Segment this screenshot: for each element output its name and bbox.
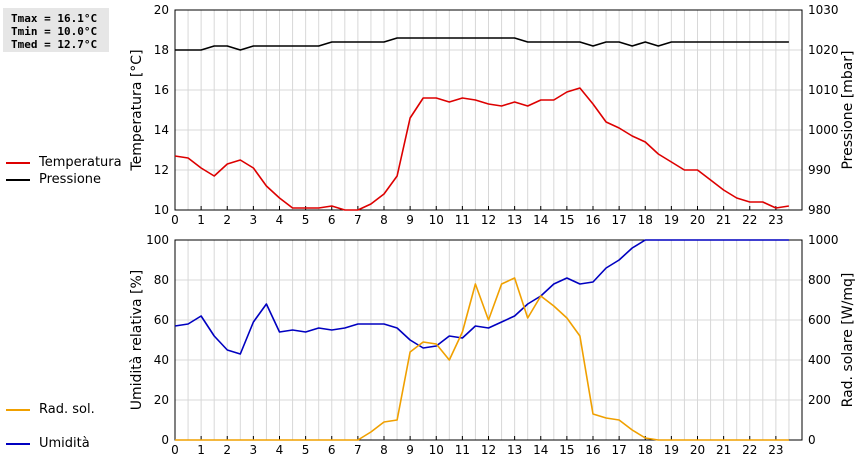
bottom-x-tick-label: 10 xyxy=(429,443,444,457)
top-x-tick-label: 1 xyxy=(197,213,205,227)
bottom-right-tick-label: 1000 xyxy=(808,233,839,247)
legend-swatch-pressione xyxy=(6,179,30,181)
bottom-left-tick-label: 20 xyxy=(154,393,169,407)
legend-swatch-radsol xyxy=(6,409,30,411)
bottom-right-tick-label: 800 xyxy=(808,273,831,287)
tmed-label: Tmed = 12.7°C xyxy=(11,38,98,51)
top-x-tick-label: 6 xyxy=(328,213,336,227)
top-right-tick-label: 1010 xyxy=(808,83,839,97)
top-x-tick-label: 12 xyxy=(481,213,496,227)
bottom-x-tick-label: 11 xyxy=(455,443,470,457)
top-x-tick-label: 19 xyxy=(664,213,679,227)
top-x-tick-label: 17 xyxy=(611,213,626,227)
top-left-tick-label: 14 xyxy=(154,123,169,137)
bottom-right-tick-label: 600 xyxy=(808,313,831,327)
top-x-tick-label: 18 xyxy=(638,213,653,227)
bottom-x-tick-label: 3 xyxy=(250,443,258,457)
legend-swatch-temperatura xyxy=(6,162,30,164)
top-left-tick-label: 10 xyxy=(154,203,169,217)
series-line-temperatura xyxy=(174,87,790,211)
series-line-umidit xyxy=(174,239,789,355)
top-x-tick-label: 10 xyxy=(429,213,444,227)
top-x-tick-label: 23 xyxy=(768,213,783,227)
bottom-right-axis-title: Rad. solare [W/mq] xyxy=(840,273,856,408)
top-x-tick-label: 13 xyxy=(507,213,522,227)
bottom-x-tick-label: 18 xyxy=(638,443,653,457)
top-x-tick-label: 20 xyxy=(690,213,705,227)
legend-item-radsol: Rad. sol. xyxy=(6,402,146,418)
top-x-tick-label: 9 xyxy=(406,213,414,227)
top-right-tick-label: 990 xyxy=(808,163,831,177)
top-x-tick-label: 3 xyxy=(250,213,258,227)
top-left-axis-title: Temperatura [°C] xyxy=(129,49,145,171)
bottom-left-tick-label: 100 xyxy=(146,233,169,247)
top-x-tick-label: 4 xyxy=(276,213,284,227)
top-right-tick-label: 1030 xyxy=(808,3,839,17)
series-line-pressione xyxy=(175,37,789,51)
bottom-left-tick-label: 40 xyxy=(154,353,169,367)
bottom-left-tick-label: 0 xyxy=(161,433,169,447)
bottom-x-tick-label: 7 xyxy=(354,443,362,457)
top-x-tick-label: 5 xyxy=(302,213,310,227)
legend-label-pressione: Pressione xyxy=(39,172,102,187)
legend-label-temperatura: Temperatura xyxy=(39,155,122,170)
top-x-tick-label: 0 xyxy=(171,213,179,227)
top-right-tick-label: 1000 xyxy=(808,123,839,137)
bottom-left-tick-label: 80 xyxy=(154,273,169,287)
tmax-label: Tmax = 16.1°C xyxy=(11,12,98,25)
top-x-tick-label: 11 xyxy=(455,213,470,227)
bottom-x-tick-label: 1 xyxy=(197,443,205,457)
top-x-tick-label: 8 xyxy=(380,213,388,227)
series-line-rad-sol xyxy=(175,277,789,441)
bottom-x-tick-label: 2 xyxy=(223,443,231,457)
bottom-x-tick-label: 21 xyxy=(716,443,731,457)
top-x-tick-label: 2 xyxy=(223,213,231,227)
top-left-tick-label: 16 xyxy=(154,83,169,97)
tmin-label: Tmin = 10.0°C xyxy=(11,25,98,38)
legend-item-temperatura: Temperatura xyxy=(6,155,146,171)
top-right-tick-label: 980 xyxy=(808,203,831,217)
bottom-x-tick-label: 6 xyxy=(328,443,336,457)
top-left-tick-label: 20 xyxy=(154,3,169,17)
top-x-tick-label: 16 xyxy=(585,213,600,227)
bottom-left-axis-title: Umidità relativa [%] xyxy=(129,270,145,411)
legend-label-radsol: Rad. sol. xyxy=(39,402,95,417)
legend-item-pressione: Pressione xyxy=(6,172,146,188)
bottom-x-tick-label: 20 xyxy=(690,443,705,457)
bottom-x-tick-label: 12 xyxy=(481,443,496,457)
bottom-x-tick-label: 13 xyxy=(507,443,522,457)
top-x-tick-label: 14 xyxy=(533,213,548,227)
bottom-right-tick-label: 200 xyxy=(808,393,831,407)
bottom-x-tick-label: 14 xyxy=(533,443,548,457)
stats-box: Tmax = 16.1°C Tmin = 10.0°C Tmed = 12.7°… xyxy=(3,8,109,52)
top-left-tick-label: 18 xyxy=(154,43,169,57)
top-left-tick-label: 12 xyxy=(154,163,169,177)
bottom-right-tick-label: 400 xyxy=(808,353,831,367)
bottom-x-tick-label: 15 xyxy=(559,443,574,457)
legend-item-umidita: Umidità xyxy=(6,436,146,452)
top-x-tick-label: 22 xyxy=(742,213,757,227)
bottom-x-tick-label: 5 xyxy=(302,443,310,457)
bottom-x-tick-label: 4 xyxy=(276,443,284,457)
bottom-x-tick-label: 22 xyxy=(742,443,757,457)
top-x-tick-label: 15 xyxy=(559,213,574,227)
bottom-right-tick-label: 0 xyxy=(808,433,816,447)
bottom-x-tick-label: 23 xyxy=(768,443,783,457)
legend-swatch-umidita xyxy=(6,443,30,445)
legend-label-umidita: Umidità xyxy=(39,436,90,451)
bottom-x-tick-label: 8 xyxy=(380,443,388,457)
top-right-axis-title: Pressione [mbar] xyxy=(840,50,856,169)
bottom-x-tick-label: 0 xyxy=(171,443,179,457)
bottom-x-tick-label: 9 xyxy=(406,443,414,457)
bottom-left-tick-label: 60 xyxy=(154,313,169,327)
bottom-x-tick-label: 17 xyxy=(611,443,626,457)
bottom-x-tick-label: 16 xyxy=(585,443,600,457)
top-right-tick-label: 1020 xyxy=(808,43,839,57)
bottom-x-tick-label: 19 xyxy=(664,443,679,457)
top-x-tick-label: 7 xyxy=(354,213,362,227)
top-x-tick-label: 21 xyxy=(716,213,731,227)
